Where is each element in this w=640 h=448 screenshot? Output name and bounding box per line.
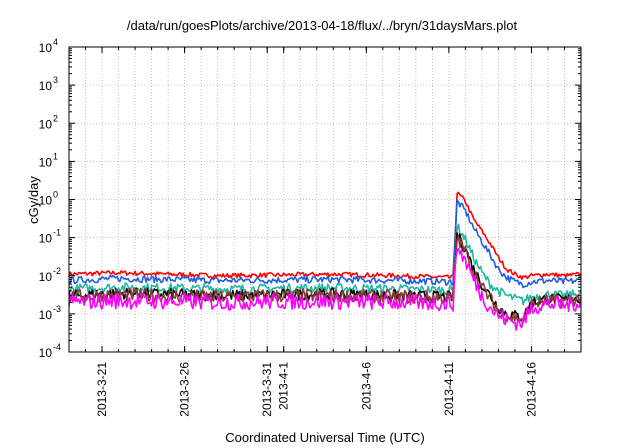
- y-tick-label: 10: [39, 194, 53, 208]
- y-tick-label-exponent: 3: [53, 75, 58, 85]
- series-line: [68, 191, 582, 280]
- y-tick-label: 10: [39, 155, 53, 169]
- x-tick-label: 2013-3-21: [95, 362, 109, 417]
- y-axis-label: cGy/day: [26, 176, 41, 224]
- y-tick-label-exponent: 4: [53, 37, 58, 47]
- x-axis: 2013-3-21 2013-3-26 2013-3-31 2013-4-1 2013-…: [85, 47, 565, 417]
- y-tick-label: 10: [39, 117, 53, 131]
- y-tick-label: 10: [39, 41, 53, 55]
- y-tick-label-exponent: -3: [53, 304, 61, 314]
- x-tick-label: 2013-3-31: [260, 362, 274, 417]
- chart-title: /data/run/goesPlots/archive/2013-04-18/f…: [127, 18, 518, 33]
- y-tick-label: 10: [39, 346, 53, 360]
- y-tick-label: 10: [39, 308, 53, 322]
- y-tick-label-exponent: -4: [53, 342, 61, 352]
- x-tick-label: 2013-3-26: [178, 362, 192, 417]
- series-line: [68, 248, 582, 331]
- grid: [69, 47, 581, 352]
- y-tick-label-exponent: 0: [53, 190, 58, 200]
- x-tick-label: 2013-4-11: [442, 362, 456, 416]
- y-tick-label-exponent: 1: [53, 151, 58, 161]
- series-line: [68, 199, 582, 289]
- y-tick-label: 10: [39, 79, 53, 93]
- x-tick-label: 2013-4-1: [277, 362, 291, 410]
- series-layer: [68, 191, 582, 331]
- x-axis-label: Coordinated Universal Time (UTC): [225, 430, 424, 445]
- y-tick-label: 10: [39, 270, 53, 284]
- y-tick-label-exponent: -2: [53, 266, 61, 276]
- x-tick-label: 2013-4-16: [524, 362, 538, 417]
- y-tick-label: 10: [39, 232, 53, 246]
- series-line: [68, 232, 582, 322]
- series-line: [68, 223, 582, 306]
- x-tick-label: 2013-4-6: [359, 362, 373, 410]
- y-tick-label-exponent: -1: [53, 228, 61, 238]
- y-tick-label-exponent: 2: [53, 113, 58, 123]
